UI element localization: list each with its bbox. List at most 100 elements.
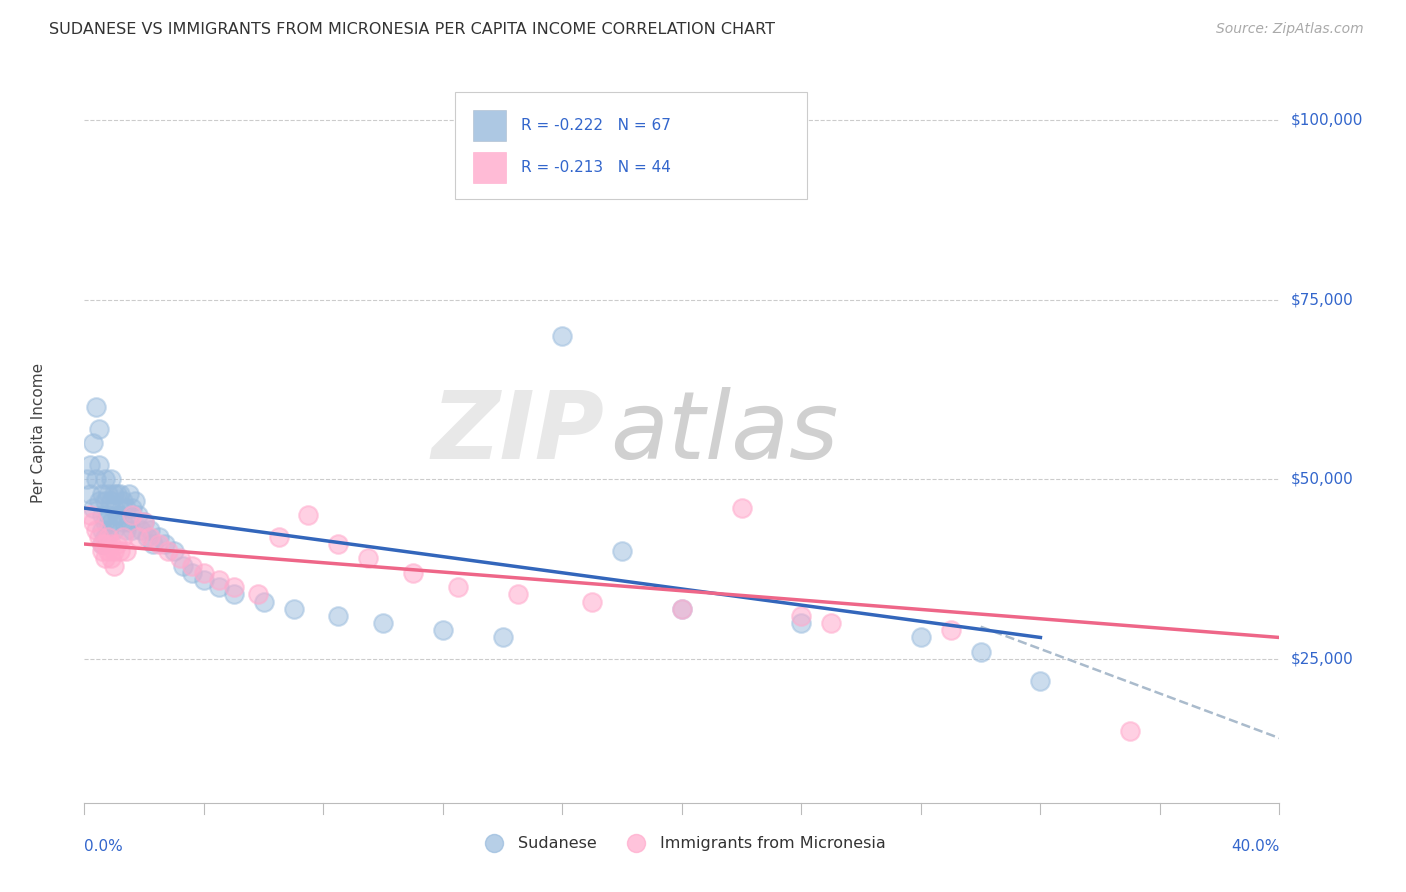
Point	[142, 537, 165, 551]
Point	[132, 516, 156, 530]
Point	[208, 573, 231, 587]
Point	[103, 486, 125, 500]
Point	[121, 523, 143, 537]
Point	[100, 472, 122, 486]
Point	[283, 601, 305, 615]
Point	[267, 530, 290, 544]
Point	[118, 486, 141, 500]
Point	[103, 523, 125, 537]
Point	[506, 587, 529, 601]
Point	[89, 422, 111, 436]
Point	[97, 544, 120, 558]
Point	[94, 537, 117, 551]
Point	[970, 645, 993, 659]
Point	[153, 537, 176, 551]
Point	[820, 616, 842, 631]
Text: ZIP: ZIP	[432, 386, 605, 479]
Point	[671, 601, 693, 615]
Point	[181, 558, 204, 573]
Text: $50,000: $50,000	[1291, 472, 1354, 487]
Point	[91, 537, 114, 551]
Point	[94, 472, 117, 486]
Point	[82, 436, 104, 450]
Point	[110, 486, 132, 500]
Point	[193, 566, 215, 580]
Point	[86, 401, 108, 415]
Point	[127, 530, 149, 544]
Point	[731, 501, 754, 516]
Point	[373, 616, 395, 631]
Point	[447, 580, 470, 594]
Text: atlas: atlas	[610, 387, 838, 478]
Point	[97, 508, 120, 523]
Point	[112, 494, 135, 508]
Point	[110, 544, 132, 558]
Point	[169, 551, 191, 566]
Point	[100, 494, 122, 508]
Point	[297, 508, 319, 523]
Text: SUDANESE VS IMMIGRANTS FROM MICRONESIA PER CAPITA INCOME CORRELATION CHART: SUDANESE VS IMMIGRANTS FROM MICRONESIA P…	[49, 22, 775, 37]
Point	[121, 508, 143, 523]
Point	[79, 458, 101, 472]
Point	[86, 472, 108, 486]
Point	[148, 530, 170, 544]
Point	[1119, 723, 1142, 738]
Point	[91, 537, 114, 551]
Point	[89, 494, 111, 508]
Point	[222, 587, 245, 601]
Point	[94, 530, 117, 544]
Point	[328, 537, 350, 551]
Point	[157, 544, 180, 558]
Point	[100, 551, 122, 566]
Point	[1029, 673, 1052, 688]
Point	[148, 537, 170, 551]
Point	[172, 558, 194, 573]
Point	[939, 624, 962, 638]
Point	[89, 530, 111, 544]
Text: 40.0%: 40.0%	[1232, 838, 1279, 854]
Point	[790, 608, 813, 623]
Point	[112, 516, 135, 530]
Point	[671, 601, 693, 615]
Point	[193, 573, 215, 587]
Point	[115, 501, 138, 516]
Point	[432, 624, 454, 638]
Point	[97, 523, 120, 537]
Point	[253, 594, 276, 608]
Point	[357, 551, 380, 566]
Point	[118, 516, 141, 530]
Point	[76, 472, 98, 486]
Text: $100,000: $100,000	[1291, 112, 1362, 128]
Point	[139, 530, 162, 544]
Point	[124, 494, 146, 508]
Point	[97, 486, 120, 500]
Text: $25,000: $25,000	[1291, 651, 1354, 666]
Text: Per Capita Income: Per Capita Income	[31, 362, 46, 503]
Point	[91, 486, 114, 500]
Text: 0.0%: 0.0%	[84, 838, 124, 854]
Point	[612, 544, 634, 558]
Point	[402, 566, 425, 580]
Point	[103, 558, 125, 573]
FancyBboxPatch shape	[456, 92, 807, 200]
Point	[91, 523, 114, 537]
Point	[91, 508, 114, 523]
Point	[97, 530, 120, 544]
Bar	[472, 153, 506, 183]
Point	[100, 537, 122, 551]
Point	[129, 523, 152, 537]
Point	[79, 508, 101, 523]
Point	[132, 516, 156, 530]
Point	[94, 494, 117, 508]
Point	[105, 486, 128, 500]
Point	[222, 580, 245, 594]
Point	[110, 508, 132, 523]
Point	[492, 631, 515, 645]
Point	[91, 544, 114, 558]
Legend: Sudanese, Immigrants from Micronesia: Sudanese, Immigrants from Micronesia	[471, 830, 893, 858]
Text: $75,000: $75,000	[1291, 293, 1354, 307]
Point	[94, 516, 117, 530]
Text: Source: ZipAtlas.com: Source: ZipAtlas.com	[1216, 22, 1364, 37]
Point	[112, 530, 135, 544]
Point	[100, 516, 122, 530]
